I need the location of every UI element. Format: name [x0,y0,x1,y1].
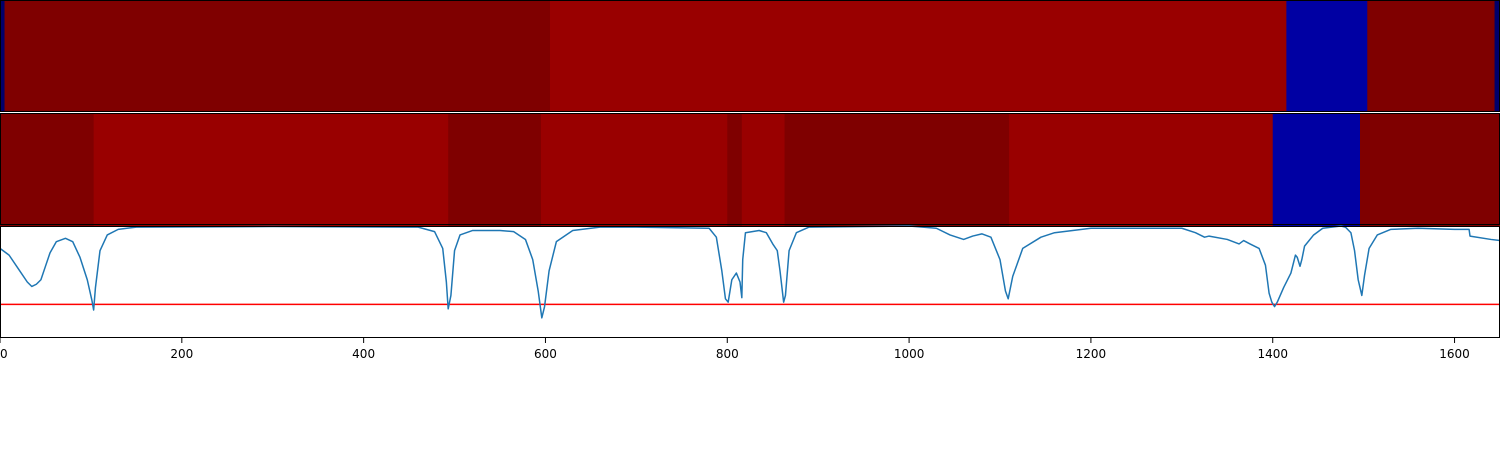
heatmap-middle-segment-9 [1360,113,1500,226]
x-tick-label-7: 1400 [1257,347,1288,361]
line-panel-background [0,226,1500,338]
heatmap-middle [0,113,1500,226]
heatmap-middle-segment-1 [93,113,449,226]
x-tick-label-3: 600 [534,347,557,361]
x-tick-label-6: 1200 [1076,347,1107,361]
x-tick-label-8: 1600 [1439,347,1470,361]
x-tick-label-1: 200 [170,347,193,361]
heatmap-middle-segment-2 [448,113,542,226]
heatmap-middle-segment-6 [784,113,1010,226]
heatmap-top-segment-3 [1286,0,1368,112]
heatmap-top [0,0,1500,112]
heatmap-middle-segment-4 [727,113,743,226]
x-tick-label-4: 800 [716,347,739,361]
heatmap-middle-segment-3 [540,113,728,226]
heatmap-top-segment-4 [1367,0,1496,112]
heatmap-top-segment-2 [550,0,1287,112]
x-tick-label-0: 0 [0,347,8,361]
line-panel [0,225,1500,338]
heatmap-middle-segment-0 [0,113,95,226]
heatmap-top-segment-0 [0,0,6,112]
x-tick-label-2: 400 [352,347,375,361]
heatmap-middle-segment-5 [741,113,786,226]
x-axis: 0 200 400 600 800 1000 1200 1400 1600 [0,338,1470,361]
series-line [0,225,1500,319]
heatmap-middle-segment-8 [1272,113,1361,226]
heatmap-top-segment-1 [4,0,551,112]
x-tick-label-5: 1000 [894,347,925,361]
heatmap-middle-segment-7 [1009,113,1274,226]
heatmap-top-segment-5 [1494,0,1500,112]
